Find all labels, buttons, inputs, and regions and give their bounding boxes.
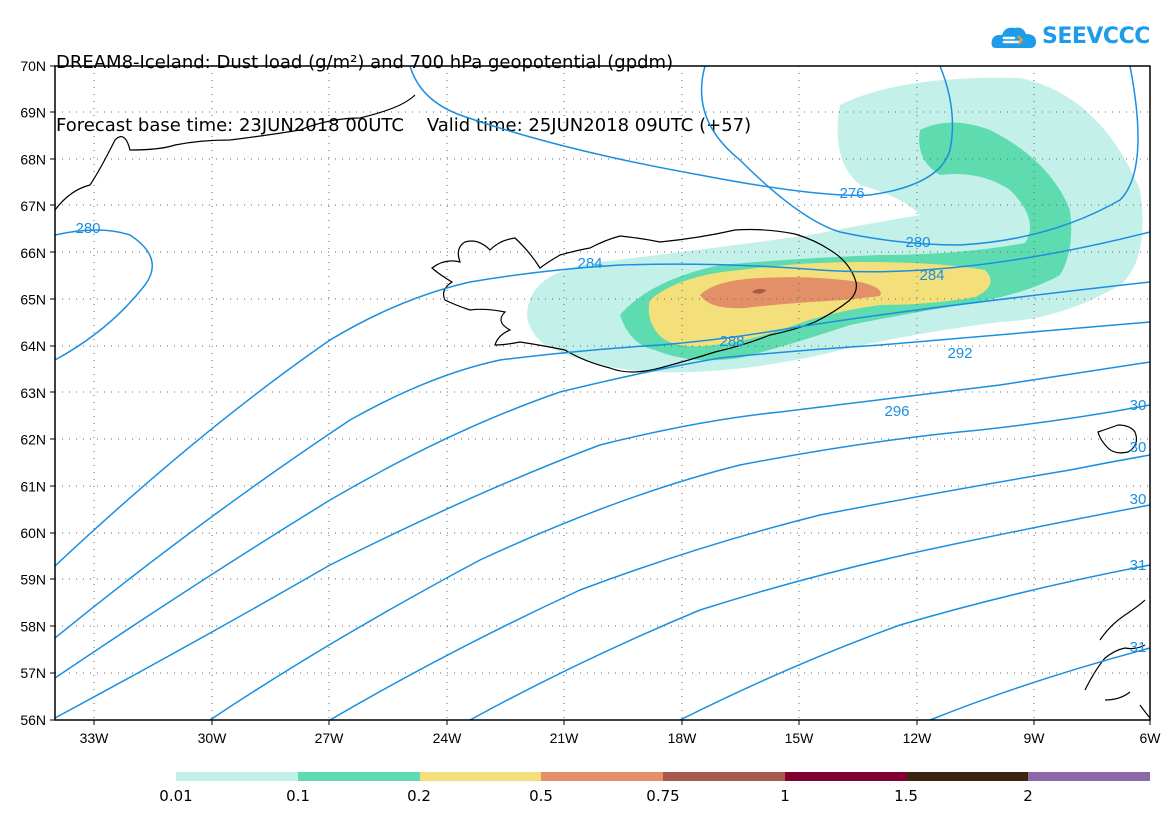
iceland-coast (431, 228, 857, 373)
contour-label: 288 (719, 333, 744, 350)
lon-label: 21W (550, 730, 580, 746)
legend-label: 0.75 (646, 787, 680, 805)
contour-label: 296 (884, 403, 909, 420)
lat-label: 68N (20, 151, 46, 167)
contour-label: 276 (839, 185, 864, 202)
dust-load-shading (527, 77, 1143, 373)
faroe-coast (1097, 424, 1138, 454)
lat-label: 69N (20, 105, 46, 121)
lat-label: 56N (20, 712, 46, 728)
contour-label: 292 (947, 345, 972, 362)
legend-swatch (1028, 772, 1150, 781)
latitude-labels: 70N 69N 68N 67N 66N 65N 64N 63N 62N 61N 60N 59N 58N 5… (20, 58, 46, 728)
title-line-1: DREAM8-Iceland: Dust load (g/m²) and 700… (56, 52, 674, 73)
lat-label: 59N (20, 572, 46, 588)
legend-label: 0.2 (407, 787, 431, 805)
legend-swatch (176, 772, 298, 781)
dust-band-0.75 (752, 288, 766, 294)
lon-label: 18W (668, 730, 698, 746)
axis-ticks (50, 65, 1151, 725)
valid-time: Valid time: 25JUN2018 09UTC (+57) (426, 115, 752, 136)
lat-label: 70N (20, 58, 46, 74)
lon-label: 33W (80, 730, 110, 746)
lat-label: 57N (20, 665, 46, 681)
contour-labels: 276 280 280 284 284 288 292 296 30 30 30 31 31 (75, 185, 1147, 656)
contour-label: 31 (1130, 557, 1147, 574)
legend-swatch (419, 772, 542, 781)
lat-label: 63N (20, 385, 46, 401)
lat-label: 60N (20, 525, 46, 541)
lon-label: 6W (1140, 730, 1162, 746)
legend-swatch (784, 772, 907, 781)
lon-label: 9W (1024, 730, 1046, 746)
coastlines (54, 94, 1151, 719)
title-line-2: Forecast base time: 23JUN2018 00UTC Vali… (56, 115, 751, 136)
legend-swatch (906, 772, 1029, 781)
lon-label: 12W (903, 730, 933, 746)
contour-label: 30 (1130, 491, 1147, 508)
legend-label: 0.1 (286, 787, 310, 805)
lon-label: 27W (315, 730, 345, 746)
legend-label: 1.5 (894, 787, 918, 805)
forecast-base-time: Forecast base time: 23JUN2018 00UTC (56, 115, 404, 136)
lat-label: 62N (20, 432, 46, 448)
lat-label: 58N (20, 618, 46, 634)
lon-label: 24W (433, 730, 463, 746)
legend-swatch (663, 772, 785, 781)
lat-label: 61N (20, 478, 46, 494)
legend-label: 0.01 (159, 787, 193, 805)
contour-label: 30 (1130, 397, 1147, 414)
legend-swatch (297, 772, 420, 781)
legend-label: 2 (1023, 787, 1033, 805)
lat-label: 64N (20, 338, 46, 354)
contour-label: 31 (1130, 639, 1147, 656)
contour-label: 284 (919, 267, 944, 284)
contour-label: 280 (905, 234, 930, 251)
map-frame (54, 65, 1151, 721)
longitude-labels: 33W 30W 27W 24W 21W 18W 15W 12W 9W 6W (80, 730, 1162, 746)
contour-label: 30 (1130, 439, 1147, 456)
lat-label: 67N (20, 198, 46, 214)
contour-label: 280 (75, 220, 100, 237)
lon-label: 30W (198, 730, 228, 746)
lat-label: 65N (20, 292, 46, 308)
dust-band-0.5 (700, 277, 881, 309)
contour-label: 284 (577, 255, 602, 272)
lon-label: 15W (785, 730, 815, 746)
logo-text: SEEVCCC (1042, 24, 1150, 49)
legend-label: 1 (780, 787, 790, 805)
lat-label: 66N (20, 245, 46, 261)
seevccc-logo-icon (991, 27, 1036, 48)
color-legend (176, 772, 1150, 781)
legend-label: 0.5 (529, 787, 553, 805)
chart-title: DREAM8-Iceland: Dust load (g/m²) and 700… (56, 10, 751, 157)
scotland-coast (1084, 599, 1151, 719)
legend-swatch (541, 772, 663, 781)
greenland-coast (54, 94, 416, 211)
geopotential-contours (54, 65, 1151, 721)
